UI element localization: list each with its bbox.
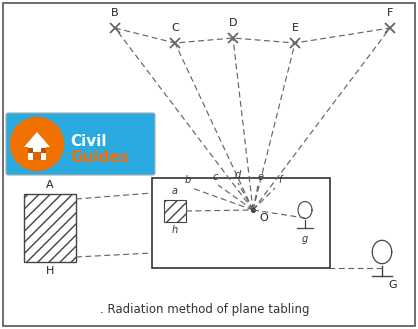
Bar xyxy=(24,194,76,262)
Text: . Radiation method of plane tabling: . Radiation method of plane tabling xyxy=(100,303,310,316)
Text: a: a xyxy=(172,186,178,196)
Text: C: C xyxy=(171,23,179,33)
Text: Civil: Civil xyxy=(70,135,107,149)
Text: d: d xyxy=(235,170,241,180)
Bar xyxy=(152,178,330,268)
FancyBboxPatch shape xyxy=(6,113,155,175)
Bar xyxy=(28,148,33,153)
Text: c: c xyxy=(212,172,218,182)
Text: f: f xyxy=(278,175,282,185)
Text: g: g xyxy=(302,234,308,244)
Text: A: A xyxy=(46,180,54,190)
Bar xyxy=(41,148,46,153)
Text: e: e xyxy=(258,172,264,182)
Text: E: E xyxy=(291,23,298,33)
Circle shape xyxy=(10,117,64,171)
Text: G: G xyxy=(388,280,397,290)
Text: D: D xyxy=(229,18,237,28)
Text: F: F xyxy=(387,8,393,18)
Text: h: h xyxy=(172,225,178,235)
Text: H: H xyxy=(46,266,54,276)
Bar xyxy=(28,147,46,160)
Text: b: b xyxy=(185,175,191,185)
Bar xyxy=(164,200,186,222)
Polygon shape xyxy=(24,132,50,147)
Text: Guides: Guides xyxy=(70,150,129,165)
Bar xyxy=(33,152,41,160)
Text: B: B xyxy=(111,8,119,18)
Text: O: O xyxy=(259,213,268,223)
